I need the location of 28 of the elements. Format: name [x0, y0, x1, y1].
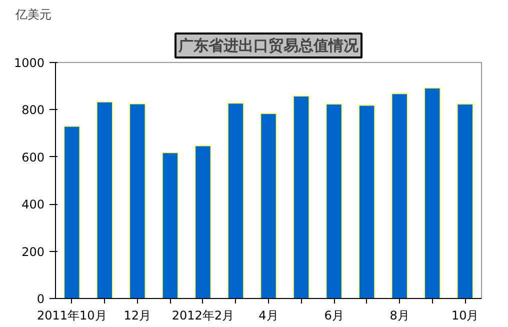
x-tick-label: 2012年2月 [172, 308, 234, 322]
y-axis-title: 亿美元 [14, 8, 52, 22]
bar [194, 145, 212, 298]
x-tick-label: 10月 [451, 308, 479, 322]
bar [292, 96, 310, 298]
bar [64, 126, 80, 298]
y-tick-label: 600 [22, 150, 44, 164]
x-tick-label: 2011年10月 [36, 308, 107, 322]
x-tick-label: 8月 [390, 308, 410, 322]
y-tick-label: 400 [22, 198, 44, 212]
bar [424, 87, 441, 298]
chart-title: 广东省进出口贸易总值情况 [178, 36, 360, 54]
x-tick-label: 12月 [124, 308, 152, 322]
y-tick-label: 200 [22, 244, 44, 259]
y-tick-label: 800 [22, 103, 44, 118]
bar [129, 103, 146, 298]
bar [227, 102, 244, 298]
bar [456, 104, 474, 298]
bar [260, 112, 277, 298]
bar [326, 104, 342, 298]
y-tick-label: 1000 [14, 56, 45, 70]
y-tick-label: 0 [36, 292, 45, 306]
bar [358, 104, 376, 298]
x-tick-label: 6月 [324, 308, 344, 322]
bar [391, 93, 408, 298]
bar [162, 152, 179, 298]
bar [96, 101, 114, 298]
x-tick-label: 4月 [258, 308, 278, 322]
